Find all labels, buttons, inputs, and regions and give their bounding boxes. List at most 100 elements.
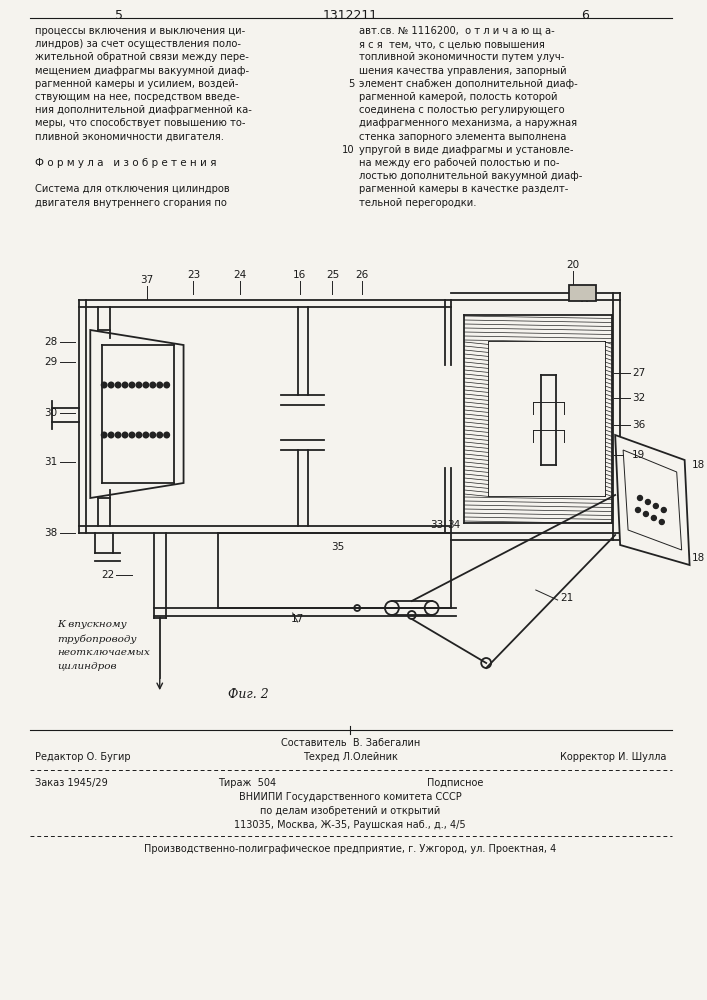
Text: 22: 22 bbox=[101, 570, 114, 580]
Text: 30: 30 bbox=[45, 408, 57, 418]
Text: рагменной камеры в качестке разделт-: рагменной камеры в качестке разделт- bbox=[359, 184, 568, 194]
Text: 31: 31 bbox=[45, 457, 57, 467]
Text: мещением диафрагмы вакуумной диаф-: мещением диафрагмы вакуумной диаф- bbox=[35, 66, 249, 76]
Circle shape bbox=[643, 512, 648, 516]
Text: Фиг. 2: Фиг. 2 bbox=[228, 688, 269, 701]
Circle shape bbox=[157, 432, 163, 438]
Circle shape bbox=[101, 382, 107, 388]
Text: 32: 32 bbox=[632, 393, 645, 403]
Text: упругой в виде диафрагмы и установле-: упругой в виде диафрагмы и установле- bbox=[359, 145, 573, 155]
Text: 28: 28 bbox=[45, 337, 57, 347]
Circle shape bbox=[638, 495, 643, 500]
Text: лостью дополнительной вакуумной диаф-: лостью дополнительной вакуумной диаф- bbox=[359, 171, 583, 181]
Text: неотключаемых: неотключаемых bbox=[57, 648, 151, 657]
Circle shape bbox=[143, 382, 148, 388]
Text: диафрагменного механизма, а наружная: диафрагменного механизма, а наружная bbox=[359, 118, 578, 128]
Circle shape bbox=[150, 382, 156, 388]
Text: стенка запорного элемента выполнена: стенка запорного элемента выполнена bbox=[359, 132, 566, 142]
Circle shape bbox=[101, 432, 107, 438]
Text: тельной перегородки.: тельной перегородки. bbox=[359, 198, 477, 208]
Text: 6: 6 bbox=[581, 9, 590, 22]
Text: 10: 10 bbox=[341, 145, 354, 155]
Text: пливной экономичности двигателя.: пливной экономичности двигателя. bbox=[35, 132, 223, 142]
Text: 38: 38 bbox=[45, 528, 57, 538]
Text: Подписное: Подписное bbox=[426, 778, 483, 788]
Text: рагменной камеры и усилием, воздей-: рагменной камеры и усилием, воздей- bbox=[35, 79, 238, 89]
Circle shape bbox=[122, 382, 128, 388]
Text: 17: 17 bbox=[291, 614, 304, 624]
Text: авт.св. № 1116200,  о т л и ч а ю щ а-: авт.св. № 1116200, о т л и ч а ю щ а- bbox=[359, 26, 555, 36]
Circle shape bbox=[115, 432, 121, 438]
Text: 19: 19 bbox=[632, 450, 645, 460]
Text: процессы включения и выключения ци-: процессы включения и выключения ци- bbox=[35, 26, 245, 36]
Circle shape bbox=[157, 382, 163, 388]
Text: 37: 37 bbox=[140, 275, 153, 285]
Circle shape bbox=[645, 499, 650, 504]
Circle shape bbox=[164, 432, 170, 438]
Text: жительной обратной связи между пере-: жительной обратной связи между пере- bbox=[35, 52, 249, 62]
Circle shape bbox=[136, 432, 141, 438]
Text: Составитель  В. Забегалин: Составитель В. Забегалин bbox=[281, 738, 420, 748]
Text: 21: 21 bbox=[561, 593, 574, 603]
Polygon shape bbox=[615, 435, 689, 565]
Circle shape bbox=[150, 432, 156, 438]
Text: по делам изобретений и открытий: по делам изобретений и открытий bbox=[260, 806, 440, 816]
Text: 36: 36 bbox=[632, 420, 645, 430]
Text: 35: 35 bbox=[331, 542, 344, 552]
Circle shape bbox=[122, 432, 128, 438]
Circle shape bbox=[660, 520, 665, 524]
Text: 23: 23 bbox=[187, 270, 200, 280]
Circle shape bbox=[143, 432, 148, 438]
Text: Редактор О. Бугир: Редактор О. Бугир bbox=[35, 752, 130, 762]
Text: 34: 34 bbox=[447, 520, 460, 530]
Text: 20: 20 bbox=[566, 260, 579, 270]
Text: 29: 29 bbox=[45, 357, 57, 367]
Circle shape bbox=[115, 382, 121, 388]
Text: трубопроводу: трубопроводу bbox=[57, 634, 137, 644]
Text: цилиндров: цилиндров bbox=[57, 662, 117, 671]
Circle shape bbox=[108, 432, 114, 438]
Text: Система для отключения цилиндров: Система для отключения цилиндров bbox=[35, 184, 230, 194]
Text: 24: 24 bbox=[233, 270, 247, 280]
Text: двигателя внутреннего сгорания по: двигателя внутреннего сгорания по bbox=[35, 198, 227, 208]
Circle shape bbox=[651, 516, 656, 520]
Text: 113035, Москва, Ж-35, Раушская наб., д., 4/5: 113035, Москва, Ж-35, Раушская наб., д.,… bbox=[235, 820, 466, 830]
Circle shape bbox=[129, 432, 135, 438]
Text: 26: 26 bbox=[356, 270, 369, 280]
Text: ствующим на нее, посредством введе-: ствующим на нее, посредством введе- bbox=[35, 92, 240, 102]
Polygon shape bbox=[90, 330, 184, 498]
Text: 27: 27 bbox=[632, 368, 645, 378]
Text: 25: 25 bbox=[326, 270, 339, 280]
Circle shape bbox=[661, 508, 666, 512]
Text: ВНИИПИ Государственного комитета СССР: ВНИИПИ Государственного комитета СССР bbox=[239, 792, 462, 802]
Text: 18: 18 bbox=[691, 553, 705, 563]
Text: Производственно-полиграфическое предприятие, г. Ужгород, ул. Проектная, 4: Производственно-полиграфическое предприя… bbox=[144, 844, 556, 854]
Text: шения качества управления, запорный: шения качества управления, запорный bbox=[359, 66, 567, 76]
Circle shape bbox=[108, 382, 114, 388]
Circle shape bbox=[164, 382, 170, 388]
Text: я с я  тем, что, с целью повышения: я с я тем, что, с целью повышения bbox=[359, 39, 545, 49]
Text: 5: 5 bbox=[348, 79, 354, 89]
Text: 33: 33 bbox=[430, 520, 443, 530]
Text: 5: 5 bbox=[115, 9, 123, 22]
Circle shape bbox=[136, 382, 141, 388]
Circle shape bbox=[653, 504, 658, 508]
Text: рагменной камерой, полость которой: рагменной камерой, полость которой bbox=[359, 92, 558, 102]
Text: на между его рабочей полостью и по-: на между его рабочей полостью и по- bbox=[359, 158, 560, 168]
Text: элемент снабжен дополнительной диаф-: элемент снабжен дополнительной диаф- bbox=[359, 79, 578, 89]
Text: 16: 16 bbox=[293, 270, 306, 280]
Circle shape bbox=[129, 382, 135, 388]
Text: К впускному: К впускному bbox=[57, 620, 127, 629]
Circle shape bbox=[636, 508, 641, 512]
Text: Заказ 1945/29: Заказ 1945/29 bbox=[35, 778, 107, 788]
Text: линдров) за счет осуществления поло-: линдров) за счет осуществления поло- bbox=[35, 39, 240, 49]
Text: Корректор И. Шулла: Корректор И. Шулла bbox=[561, 752, 667, 762]
Text: 18: 18 bbox=[691, 460, 705, 470]
Text: 1312211: 1312211 bbox=[322, 9, 378, 22]
Text: Ф о р м у л а   и з о б р е т е н и я: Ф о р м у л а и з о б р е т е н и я bbox=[35, 158, 216, 168]
Text: ния дополнительной диафрагменной ка-: ния дополнительной диафрагменной ка- bbox=[35, 105, 252, 115]
Text: топливной экономичности путем улуч-: топливной экономичности путем улуч- bbox=[359, 52, 565, 62]
Polygon shape bbox=[623, 450, 682, 550]
Text: соединена с полостью регулирующего: соединена с полостью регулирующего bbox=[359, 105, 565, 115]
Bar bbox=[568, 285, 596, 301]
